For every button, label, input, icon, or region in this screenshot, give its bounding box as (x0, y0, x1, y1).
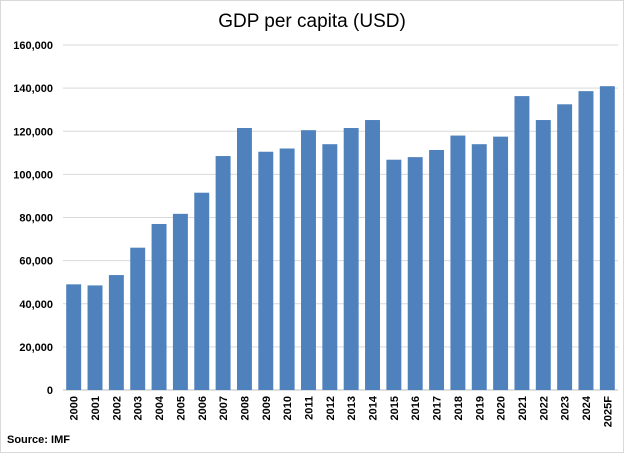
bar (407, 157, 423, 390)
bar (599, 86, 615, 390)
bar (429, 150, 445, 390)
x-tick-label: 2021 (517, 396, 529, 420)
x-tick-label: 2014 (368, 395, 380, 420)
x-tick-label: 2024 (581, 395, 593, 420)
x-tick-label: 2016 (410, 396, 422, 420)
bar (66, 284, 82, 390)
x-tick-label: 2022 (538, 396, 550, 420)
bar (258, 151, 274, 390)
x-tick-label: 2017 (432, 396, 444, 420)
bar (279, 148, 295, 390)
y-tick-label: 120,000 (13, 126, 53, 138)
bar (578, 91, 594, 391)
y-tick-label: 20,000 (19, 342, 53, 354)
y-tick-label: 100,000 (13, 169, 53, 181)
x-tick-label: 2008 (239, 396, 251, 420)
bar (386, 159, 402, 390)
x-tick-label: 2003 (133, 396, 145, 420)
x-tick-label: 2001 (90, 396, 102, 420)
y-tick-label: 60,000 (19, 256, 53, 268)
bar (493, 136, 509, 390)
y-tick-label: 140,000 (13, 83, 53, 95)
bar (471, 144, 487, 390)
x-tick-label: 2002 (111, 396, 123, 420)
bar (172, 213, 188, 390)
bar (194, 192, 210, 390)
x-tick-label: 2019 (474, 396, 486, 420)
bar (301, 130, 316, 390)
bar (557, 104, 573, 390)
bar (514, 96, 530, 391)
x-tick-label: 2004 (154, 395, 166, 420)
source-note: Source: IMF (7, 434, 70, 446)
bar (108, 275, 124, 390)
bar (322, 144, 338, 390)
x-tick-label: 2018 (453, 396, 465, 420)
bar (215, 156, 231, 390)
bar (365, 120, 380, 390)
y-tick-label: 0 (47, 385, 53, 397)
bar (535, 120, 551, 390)
x-tick-label: 2006 (197, 396, 209, 420)
x-tick-label: 2007 (218, 396, 230, 420)
bar (87, 285, 103, 390)
y-tick-label: 160,000 (13, 40, 53, 52)
x-tick-label: 2013 (346, 396, 358, 420)
x-tick-label: 2009 (261, 396, 273, 420)
x-tick-label: 2011 (303, 396, 315, 420)
x-tick-label: 2020 (496, 396, 508, 420)
chart-title: GDP per capita (USD) (218, 11, 406, 32)
x-tick-label: 2010 (282, 396, 294, 420)
y-tick-label: 40,000 (19, 299, 53, 311)
x-tick-label: 2023 (560, 396, 572, 420)
x-tick-label: 2015 (389, 396, 401, 420)
bar (343, 128, 359, 390)
x-tick-label: 2012 (325, 396, 337, 420)
y-tick-label: 80,000 (19, 213, 53, 225)
x-tick-label: 2005 (175, 396, 187, 420)
x-tick-label: 2000 (69, 396, 81, 420)
x-tick-label: 2025F (602, 396, 614, 427)
bar (236, 128, 252, 390)
bar (130, 247, 146, 390)
bar (450, 135, 466, 390)
bar (151, 223, 167, 390)
